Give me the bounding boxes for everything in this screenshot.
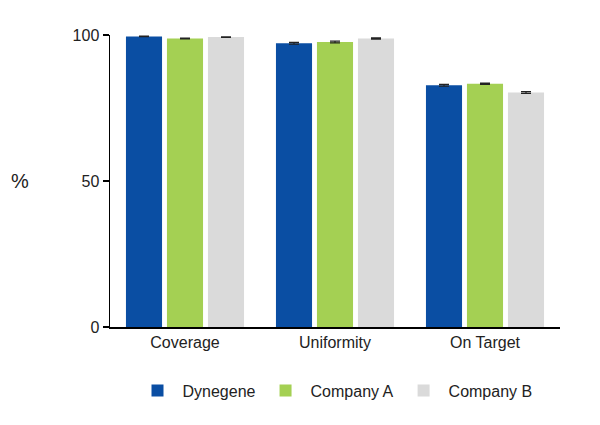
svg-text:0: 0 bbox=[90, 319, 99, 336]
svg-text:Coverage: Coverage bbox=[150, 334, 219, 351]
svg-text:%: % bbox=[11, 170, 29, 192]
svg-text:100: 100 bbox=[73, 27, 100, 44]
svg-text:Company B: Company B bbox=[449, 383, 533, 400]
svg-text:Dynegene: Dynegene bbox=[183, 383, 256, 400]
svg-text:50: 50 bbox=[82, 173, 100, 190]
svg-text:Uniformity: Uniformity bbox=[299, 334, 371, 351]
svg-text:On Target: On Target bbox=[450, 334, 521, 351]
svg-text:Company A: Company A bbox=[311, 383, 394, 400]
